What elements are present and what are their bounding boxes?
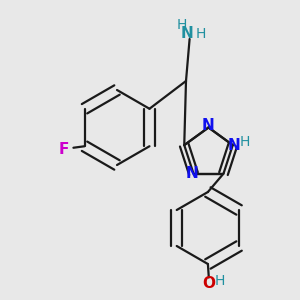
Text: N: N: [180, 26, 193, 41]
Text: O: O: [202, 276, 215, 291]
Text: H: H: [240, 135, 250, 149]
Text: F: F: [58, 142, 69, 157]
Text: H: H: [215, 274, 225, 288]
Text: H: H: [196, 27, 206, 40]
Text: H: H: [177, 18, 187, 32]
Text: N: N: [228, 138, 241, 153]
Text: N: N: [202, 118, 215, 134]
Text: N: N: [186, 166, 198, 181]
